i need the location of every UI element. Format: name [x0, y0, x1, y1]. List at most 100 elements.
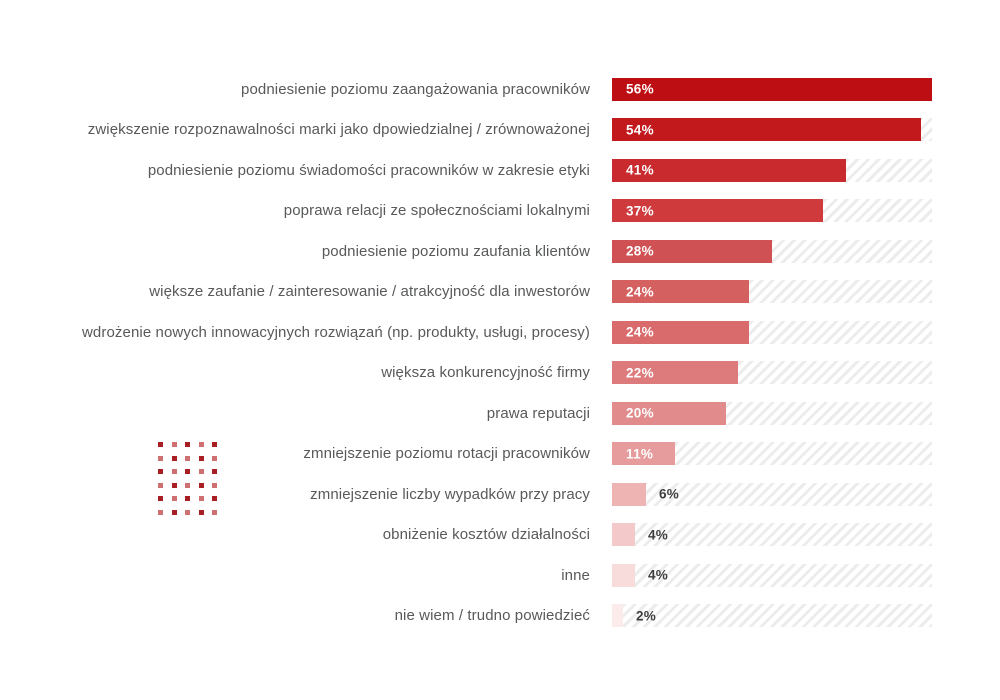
bar-fill	[612, 604, 623, 628]
category-label: wdrożenie nowych innowacyjnych rozwiązań…	[82, 323, 590, 341]
bar-track: 11%	[612, 442, 932, 466]
dot-decoration	[198, 455, 204, 461]
dot-decoration	[158, 469, 163, 475]
dot-decoration	[171, 509, 177, 515]
bar-track: 37%	[612, 199, 932, 223]
bar-fill	[612, 280, 749, 304]
category-label: inne	[561, 566, 590, 584]
category-label: obniżenie kosztów działalności	[382, 526, 590, 544]
bar-row: poprawa relacji ze społecznościami lokal…	[0, 191, 1000, 232]
value-label: 41%	[626, 162, 654, 178]
bar-row: inne 4%	[0, 555, 1000, 596]
bar-track: 4%	[612, 523, 932, 547]
bar-track: 54%	[612, 118, 932, 142]
bar-track: 41%	[612, 158, 932, 182]
dot-decoration	[198, 469, 204, 475]
dot-decoration	[212, 482, 218, 488]
dot-decoration	[158, 455, 163, 461]
bar-track: 28%	[612, 239, 932, 263]
category-label: prawa reputacji	[486, 404, 590, 422]
bar-fill	[612, 361, 738, 385]
value-label: 24%	[626, 324, 654, 340]
bar-row: obniżenie kosztów działalności 4%	[0, 515, 1000, 556]
dot-decoration	[212, 442, 218, 447]
bar-row: podniesienie poziomu świadomości pracown…	[0, 150, 1000, 191]
dot-decoration	[185, 482, 191, 488]
bar-fill	[612, 320, 749, 344]
bar-track: 24%	[612, 280, 932, 304]
dot-decoration	[171, 496, 177, 502]
dot-decoration	[212, 469, 218, 475]
bar-fill	[612, 77, 932, 101]
dot-decoration	[198, 482, 204, 488]
bar-row: wdrożenie nowych innowacyjnych rozwiązań…	[0, 312, 1000, 353]
category-label: większe zaufanie / zainteresowanie / atr…	[149, 283, 590, 301]
category-label: nie wiem / trudno powiedzieć	[394, 607, 590, 625]
value-label: 11%	[626, 446, 654, 462]
dot-decoration	[212, 509, 218, 515]
bar-fill	[612, 199, 823, 223]
bar-fill	[612, 563, 635, 587]
dot-decoration	[212, 455, 218, 461]
dot-decoration	[185, 496, 191, 502]
bar-row: prawa reputacji 20%	[0, 393, 1000, 434]
value-label: 54%	[626, 122, 654, 138]
category-label: podniesienie poziomu zaufania klientów	[321, 242, 590, 260]
dot-decoration	[171, 455, 177, 461]
category-label: zmniejszenie liczby wypadków przy pracy	[310, 485, 590, 503]
bar-row: nie wiem / trudno powiedzieć 2%	[0, 596, 1000, 637]
bar-fill	[612, 158, 846, 182]
value-label: 20%	[626, 405, 654, 421]
bar-row: podniesienie poziomu zaufania klientów 28…	[0, 231, 1000, 272]
bar-row: zmniejszenie poziomu rotacji pracowników…	[0, 434, 1000, 475]
dot-decoration	[158, 496, 163, 502]
bar-track: 24%	[612, 320, 932, 344]
bar-fill	[612, 482, 646, 506]
dot-decoration	[158, 509, 163, 515]
value-label: 4%	[648, 527, 669, 543]
value-label: 37%	[626, 203, 654, 219]
bar-row: większe zaufanie / zainteresowanie / atr…	[0, 272, 1000, 313]
bar-chart: podniesienie poziomu zaangażowania praco…	[0, 69, 1000, 636]
dot-decoration	[158, 482, 163, 488]
bar-track: 22%	[612, 361, 932, 385]
value-label: 24%	[626, 284, 654, 300]
category-label: zmniejszenie poziomu rotacji pracowników	[303, 445, 590, 463]
bar-fill	[612, 401, 726, 425]
value-label: 56%	[626, 81, 654, 97]
bar-fill	[612, 118, 921, 142]
dot-decoration	[158, 442, 163, 447]
bar-fill	[612, 523, 635, 547]
bar-fill	[612, 442, 675, 466]
category-label: podniesienie poziomu zaangażowania praco…	[241, 80, 590, 98]
bar-track: 6%	[612, 482, 932, 506]
bar-row: podniesienie poziomu zaangażowania praco…	[0, 69, 1000, 110]
bar-row: zwiększenie rozpoznawalności marki jako …	[0, 110, 1000, 151]
value-label: 28%	[626, 243, 654, 259]
bar-track: 4%	[612, 563, 932, 587]
dot-decoration	[171, 482, 177, 488]
dot-decoration	[198, 509, 204, 515]
category-label: zwiększenie rozpoznawalności marki jako …	[87, 121, 590, 139]
bar-track: 20%	[612, 401, 932, 425]
dot-decoration	[198, 496, 204, 502]
value-label: 2%	[636, 608, 657, 624]
dot-decoration	[212, 496, 218, 502]
dot-grid-decoration	[158, 442, 218, 515]
bar-row: większa konkurencyjność firmy 22%	[0, 353, 1000, 394]
dot-decoration	[185, 455, 191, 461]
category-label: podniesienie poziomu świadomości pracown…	[147, 161, 590, 179]
value-label: 22%	[626, 365, 654, 381]
dot-decoration	[171, 469, 177, 475]
bar-fill	[612, 239, 772, 263]
bar-row: zmniejszenie liczby wypadków przy pracy 6…	[0, 474, 1000, 515]
category-label: poprawa relacji ze społecznościami lokal…	[283, 202, 590, 220]
category-label: większa konkurencyjność firmy	[381, 364, 590, 382]
bar-track: 56%	[612, 77, 932, 101]
value-label: 4%	[648, 567, 669, 583]
bar-track: 2%	[612, 604, 932, 628]
dot-decoration	[185, 442, 191, 447]
dot-decoration	[171, 442, 177, 447]
dot-decoration	[185, 509, 191, 515]
